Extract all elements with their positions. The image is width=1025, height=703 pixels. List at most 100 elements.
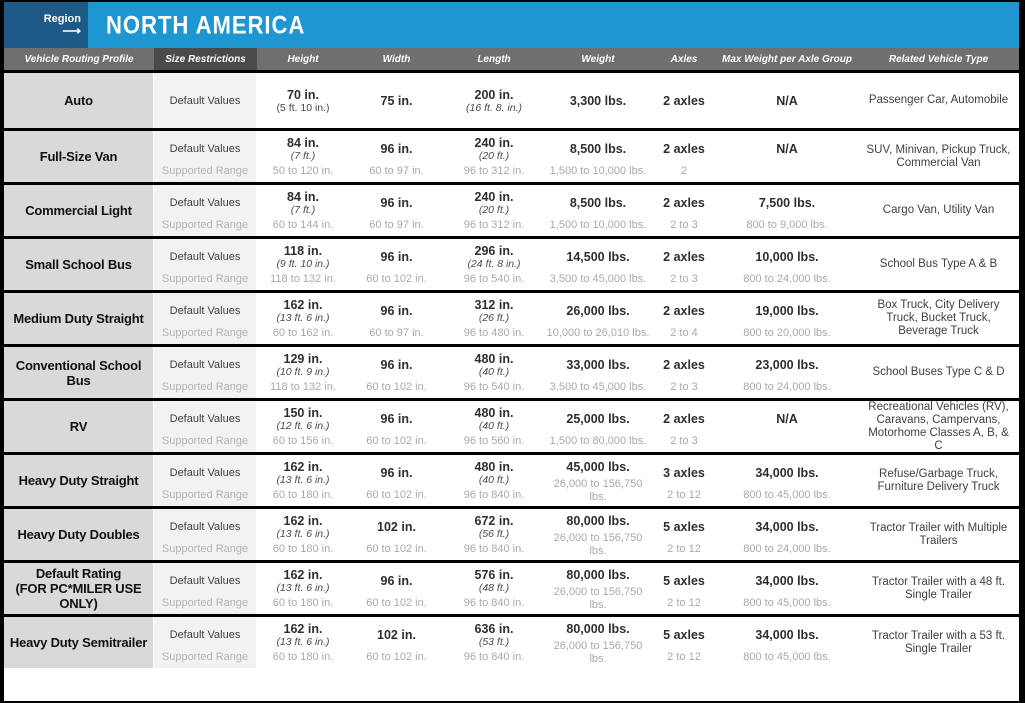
axles-cell: 2 axles	[652, 73, 716, 128]
size-restrictions-cell: Default Values Supported Range	[154, 293, 257, 344]
axles-supported-range: 2	[680, 165, 688, 177]
region-banner: Region ⟶ NORTH AMERICA	[4, 2, 1019, 48]
weight-supported-range: 1,500 to 10,000 lbs.	[549, 219, 647, 231]
default-value-block: 296 in. (24 ft. 8 in.)	[444, 239, 544, 273]
profile-name: Auto	[64, 93, 93, 108]
default-value-block: 162 in. (13 ft. 6 in.)	[257, 293, 349, 327]
default-value-block: 26,000 lbs.	[544, 293, 652, 327]
width-default-value: 102 in.	[377, 519, 416, 534]
default-value-block: 102 in.	[349, 509, 444, 543]
height-cell: 118 in. (9 ft. 10 in.) 118 to 132 in.	[257, 239, 349, 290]
width-supported-range: 60 to 97 in.	[369, 219, 424, 231]
length-supported-range: 96 to 840 in.	[463, 489, 525, 501]
height-default-value: 118 in.	[283, 243, 323, 258]
weight-cell: 80,000 lbs. 26,000 to 156,750 lbs.	[544, 509, 652, 560]
width-default-value: 96 in.	[380, 249, 413, 264]
weight-default-value: 80,000 lbs.	[566, 568, 630, 582]
default-values-label-wrap: Default Values	[154, 563, 256, 597]
axles-supported-range: 2 to 12	[667, 651, 701, 663]
supported-range-label: Supported Range	[161, 435, 249, 447]
width-supported-range: 60 to 97 in.	[369, 327, 424, 339]
default-value-block: 576 in. (48 ft.)	[444, 563, 544, 597]
default-values-label: Default Values	[169, 574, 241, 587]
default-value-block: 84 in. (7 ft.)	[257, 131, 349, 165]
height-default-sub: (13 ft. 6 in.)	[276, 473, 330, 486]
length-default-value: 200 in.	[474, 88, 514, 102]
profile-cell: Default Rating (FOR PC*MILER USE ONLY)	[4, 563, 154, 614]
max-weight-cell: N/A	[716, 73, 858, 128]
profile-cell: Heavy Duty Semitrailer	[4, 617, 154, 668]
height-default-value: 162 in.	[283, 621, 323, 636]
width-supported-range: 60 to 102 in.	[366, 543, 427, 555]
length-default-value: 480 in.	[474, 459, 514, 474]
length-default-value: 480 in.	[474, 405, 514, 420]
default-value-block: 312 in. (26 ft.)	[444, 293, 544, 327]
default-value-block: 84 in. (7 ft.)	[257, 185, 349, 219]
height-supported-range: 60 to 162 in.	[272, 327, 334, 339]
default-value-block: 34,000 lbs.	[716, 563, 858, 597]
max-weight-default-value: 23,000 lbs.	[755, 357, 819, 372]
column-header-2: Size Restrictions	[154, 48, 257, 70]
default-value-block: 2 axles	[652, 185, 716, 219]
length-default-value: 576 in.	[474, 567, 514, 582]
default-values-label: Default Values	[169, 304, 241, 317]
default-value-block: 480 in. (40 ft.)	[444, 455, 544, 489]
width-cell: 75 in.	[349, 73, 444, 128]
axles-supported-range: 2 to 12	[667, 543, 701, 555]
default-value-block: 34,000 lbs.	[716, 455, 858, 489]
profile-name: Heavy Duty Doubles	[17, 527, 140, 542]
length-supported-range: 96 to 312 in.	[463, 165, 525, 177]
column-header-row: Vehicle Routing Profile Size Restrictions…	[4, 48, 1019, 70]
default-value-block: N/A	[716, 73, 858, 128]
default-values-label: Default Values	[169, 358, 241, 371]
profile-cell: Heavy Duty Doubles	[4, 509, 154, 560]
title-bar: NORTH AMERICA	[88, 2, 1019, 48]
default-value-block: 8,500 lbs.	[544, 185, 652, 219]
default-value-block: 240 in. (20 ft.)	[444, 185, 544, 219]
height-default-value: 129 in.	[283, 351, 323, 366]
max-weight-supported-range	[716, 435, 858, 452]
max-weight-cell: N/A	[716, 401, 858, 452]
profile-name: (FOR PC*MILER USE ONLY)	[15, 581, 142, 611]
max-weight-supported-range: 800 to 45,000 lbs.	[743, 597, 831, 609]
region-label-box: Region ⟶	[4, 2, 88, 48]
default-value-block: 25,000 lbs.	[544, 401, 652, 435]
default-value-block: 96 in.	[349, 401, 444, 435]
size-restrictions-cell: Default Values Supported Range	[154, 185, 257, 236]
height-default-sub: (5 ft. 10 in.)	[276, 102, 330, 114]
axles-default-value: 2 axles	[663, 94, 705, 108]
size-restrictions-cell: Default Values Supported Range	[154, 509, 257, 560]
default-value-block: 96 in.	[349, 563, 444, 597]
length-default-value: 480 in.	[474, 351, 514, 366]
height-default-sub: (13 ft. 6 in.)	[276, 311, 330, 324]
length-cell: 576 in. (48 ft.) 96 to 840 in.	[444, 563, 544, 614]
column-header-9: Related Vehicle Type	[888, 53, 989, 65]
height-default-sub: (7 ft.)	[290, 149, 316, 162]
table-row: Small School Bus Default Values Supported …	[4, 236, 1019, 290]
width-supported-range: 60 to 102 in.	[366, 597, 427, 609]
axles-default-value: 2 axles	[663, 357, 705, 372]
supported-range-label: Supported Range	[161, 543, 249, 555]
column-header-6: Weight	[581, 53, 615, 65]
width-cell: 102 in. 60 to 102 in.	[349, 617, 444, 668]
weight-default-value: 3,300 lbs.	[569, 94, 627, 108]
height-default-value: 162 in.	[283, 513, 323, 528]
default-value-block: 636 in. (53 ft.)	[444, 617, 544, 651]
default-value-block: 34,000 lbs.	[716, 509, 858, 543]
default-value-block: 96 in.	[349, 455, 444, 489]
profile-cell: RV	[4, 401, 154, 452]
default-value-block: 96 in.	[349, 347, 444, 381]
axles-default-value: 2 axles	[663, 195, 705, 210]
axles-cell: 2 axles 2 to 4	[652, 293, 716, 344]
default-value-block: N/A	[716, 401, 858, 435]
height-supported-range: 60 to 180 in.	[272, 489, 334, 501]
axles-supported-range: 2 to 12	[667, 489, 701, 501]
default-values-label: Default Values	[169, 466, 241, 479]
default-value-block: 96 in.	[349, 239, 444, 273]
region-arrow-icon: ⟶	[62, 23, 81, 38]
table-row: Default Rating (FOR PC*MILER USE ONLY) Def…	[4, 560, 1019, 614]
max-weight-default-value: 34,000 lbs.	[755, 465, 819, 480]
size-restrictions-cell: Default Values Supported Range	[154, 401, 257, 452]
size-restrictions-cell: Default Values Supported Range	[154, 455, 257, 506]
weight-cell: 26,000 lbs. 10,000 to 26,010 lbs.	[544, 293, 652, 344]
